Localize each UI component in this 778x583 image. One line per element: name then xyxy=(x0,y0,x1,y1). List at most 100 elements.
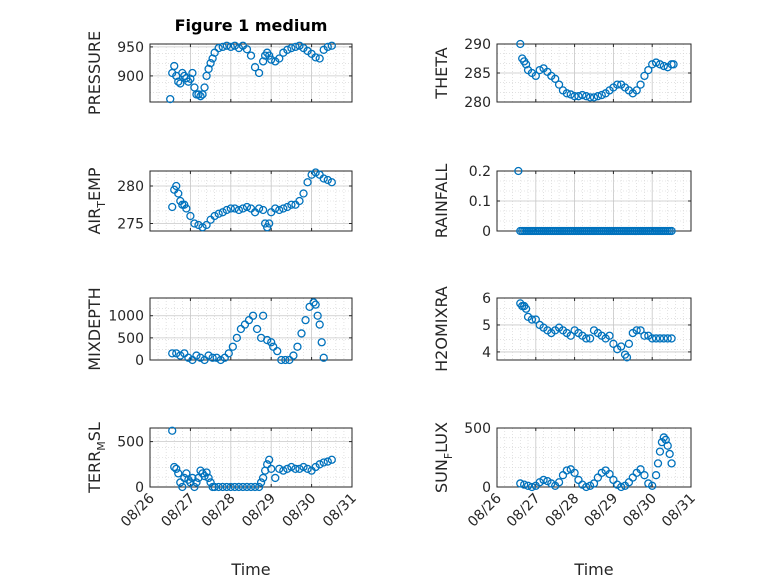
data-point xyxy=(228,342,237,351)
data-point xyxy=(551,74,560,83)
y-axis-label: H2OMIXRA xyxy=(432,286,451,372)
data-point xyxy=(190,83,199,92)
subplot-6: 4 5 6 H2OMIXRA xyxy=(432,286,692,372)
data-point xyxy=(234,43,244,53)
data-point xyxy=(655,447,665,456)
data-point xyxy=(190,219,199,228)
x-tick-label: 08/28 xyxy=(543,491,583,531)
data-point xyxy=(303,178,312,187)
y-tick-label: 500 xyxy=(464,421,491,437)
data-point xyxy=(254,482,264,492)
data-point xyxy=(291,464,300,473)
data-point xyxy=(597,90,606,100)
data-point xyxy=(250,63,260,72)
data-point xyxy=(240,320,250,329)
data-point xyxy=(535,65,544,75)
data-point xyxy=(273,346,282,356)
data-point xyxy=(636,326,645,335)
y-tick-label: 0 xyxy=(482,224,491,240)
data-point xyxy=(582,334,591,343)
data-point xyxy=(295,41,304,50)
x-tick-label: 08/29 xyxy=(581,491,621,531)
data-point xyxy=(218,482,227,492)
y-tick-label: 285 xyxy=(464,66,491,82)
data-point xyxy=(327,178,336,187)
data-point xyxy=(289,351,298,360)
data-point xyxy=(214,209,223,218)
data-point xyxy=(258,311,268,320)
data-point xyxy=(226,204,235,213)
data-point xyxy=(242,202,252,212)
data-point xyxy=(174,189,183,198)
data-point xyxy=(582,482,591,492)
data-point xyxy=(651,58,661,67)
data-point xyxy=(267,338,276,347)
subplot-1: 900 950 PRESSURE xyxy=(85,31,353,115)
data-point xyxy=(655,334,665,343)
data-point xyxy=(539,475,548,485)
axes-box xyxy=(496,297,692,361)
subplot-4: 0 0.1 0.2 RAINFALL xyxy=(432,164,692,240)
data-point xyxy=(665,449,674,459)
subplot-7: 0 500 TERRMSL 08/26 08/27 08/28 08/29 08/30 08/3… xyxy=(85,422,360,579)
data-point xyxy=(196,92,205,101)
data-point xyxy=(299,189,308,198)
data-point xyxy=(617,482,626,492)
data-point xyxy=(222,41,231,50)
data-point xyxy=(521,304,531,313)
data-point xyxy=(218,42,227,52)
y-tick-label: 0 xyxy=(482,480,491,496)
data-point xyxy=(188,68,197,78)
data-point xyxy=(554,478,564,487)
data-point xyxy=(176,478,185,487)
y-axis-label: SUNFLUX xyxy=(432,422,455,493)
data-point xyxy=(283,464,292,473)
y-axis-label: AIRTEMP xyxy=(85,167,108,234)
data-point xyxy=(648,334,657,343)
data-point xyxy=(279,204,288,213)
data-point xyxy=(295,464,304,473)
y-tick-label: 6 xyxy=(482,291,491,307)
data-point xyxy=(263,460,272,469)
data-point xyxy=(283,45,292,54)
data-point xyxy=(667,226,676,236)
data-point xyxy=(554,80,564,89)
data-point xyxy=(301,315,310,325)
data-point xyxy=(578,90,587,100)
data-point xyxy=(319,458,328,467)
data-point xyxy=(570,468,579,477)
data-point xyxy=(653,459,663,468)
data-point xyxy=(271,473,280,483)
data-point xyxy=(190,482,199,492)
data-point xyxy=(168,349,177,358)
data-point xyxy=(605,331,614,340)
x-tick-label: 08/28 xyxy=(199,491,239,531)
y-tick-label: 5 xyxy=(482,318,491,334)
data-point xyxy=(258,205,268,215)
data-point xyxy=(655,60,665,69)
y-tick-label: 1000 xyxy=(108,309,144,325)
data-point xyxy=(242,45,252,54)
data-point xyxy=(271,204,280,213)
data-point xyxy=(636,465,645,474)
data-point xyxy=(574,475,583,485)
data-point xyxy=(238,204,248,213)
data-point xyxy=(279,466,288,475)
x-tick-label: 08/26 xyxy=(118,490,158,530)
data-point xyxy=(299,462,308,472)
data-point xyxy=(566,331,575,340)
data-point xyxy=(275,464,284,473)
data-point xyxy=(206,58,215,68)
data-point xyxy=(204,351,213,360)
data-point xyxy=(293,342,302,351)
data-point xyxy=(178,482,187,492)
y-axis-label: PRESSURE xyxy=(85,31,104,115)
data-point xyxy=(222,205,231,215)
data-point xyxy=(622,353,632,362)
y-tick-label: 280 xyxy=(117,179,144,195)
x-tick-label: 08/30 xyxy=(280,491,320,531)
data-point xyxy=(317,338,326,347)
data-point xyxy=(593,473,603,482)
